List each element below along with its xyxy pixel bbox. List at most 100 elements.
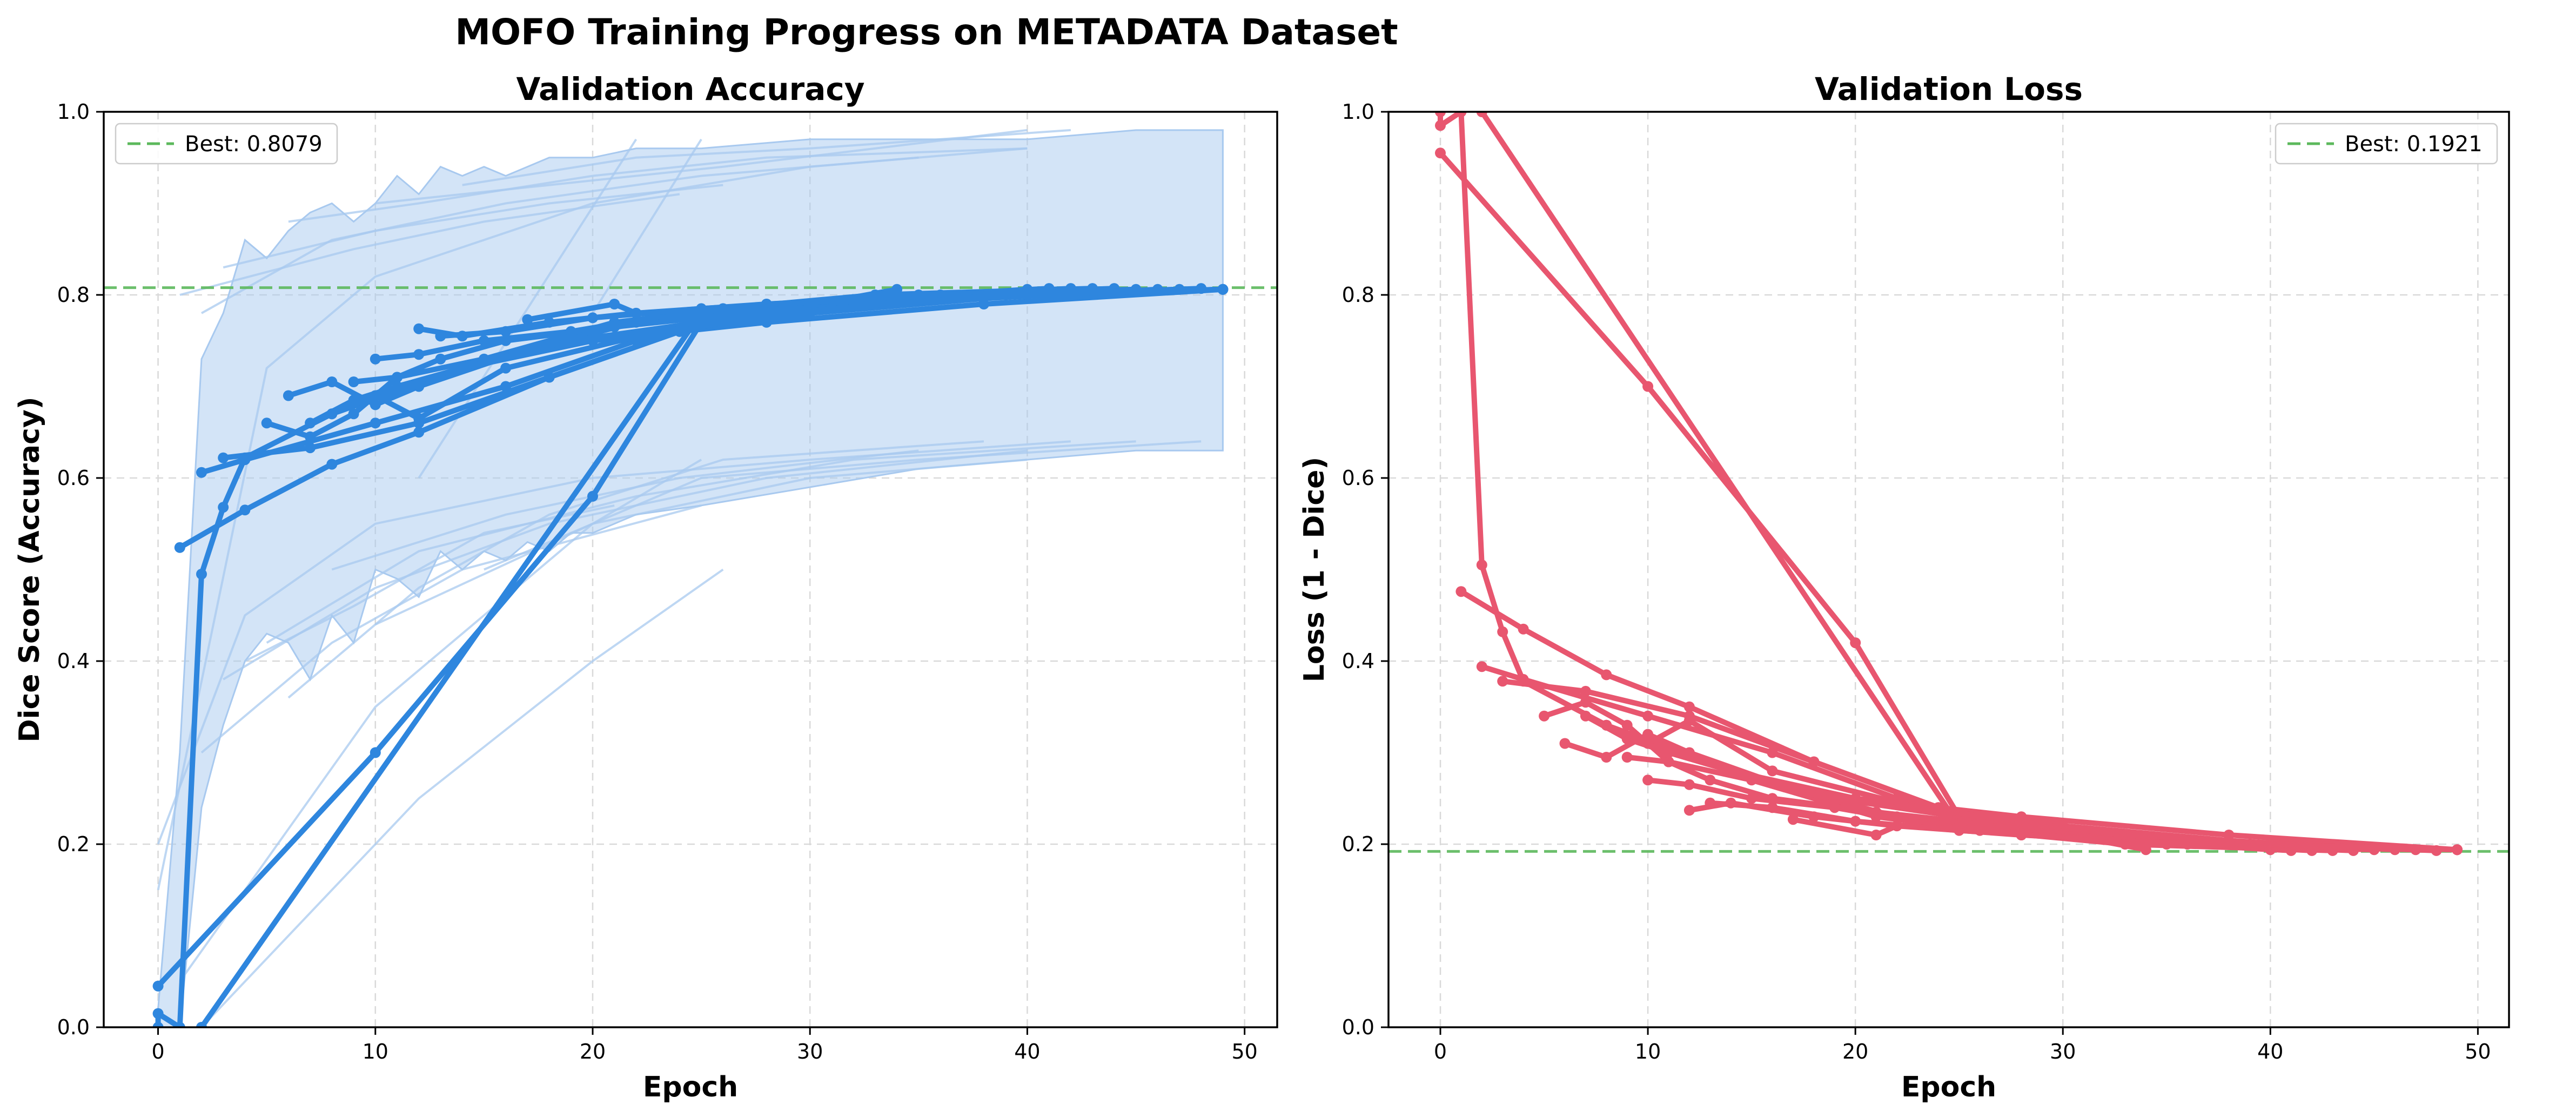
- data-point: [326, 376, 338, 387]
- series-line: [1438, 112, 2460, 853]
- data-point: [1663, 747, 1674, 758]
- legend-box: [2275, 123, 2498, 165]
- data-point: [1767, 802, 1778, 813]
- figure-title: MOFO Training Progress on METADATA Datas…: [455, 11, 1398, 53]
- data-point: [1435, 112, 1446, 117]
- legend: Best: 0.8079: [115, 123, 338, 165]
- data-point: [1746, 793, 1757, 804]
- x-tick-label: 50: [2465, 1040, 2491, 1063]
- data-point: [1435, 120, 1446, 131]
- series-line: [1479, 112, 1962, 829]
- y-axis-title: Dice Score (Accuracy): [14, 396, 46, 742]
- data-point: [435, 353, 446, 365]
- y-axis-title: Loss (1 - Dice): [1298, 457, 1331, 682]
- y-tick-label: 0.4: [57, 649, 90, 673]
- faint-run-line: [200, 568, 724, 1027]
- data-point: [2452, 844, 2463, 856]
- data-point: [218, 502, 229, 513]
- series-line: [329, 286, 1226, 421]
- data-point: [348, 376, 359, 387]
- data-point: [1642, 774, 1654, 786]
- data-point: [1580, 710, 1591, 722]
- faint-run-line: [288, 147, 1028, 223]
- x-tick-label: 20: [580, 1040, 606, 1063]
- y-tick-label: 0.0: [57, 1015, 90, 1039]
- x-tick-label: 30: [2050, 1040, 2076, 1063]
- x-axis-title: Epoch: [1901, 1071, 1996, 1103]
- data-point: [544, 372, 555, 383]
- y-tick-label: 0.4: [1342, 649, 1374, 673]
- data-point: [413, 413, 425, 424]
- data-point: [1808, 756, 1820, 767]
- data-point: [2244, 839, 2255, 850]
- data-point: [326, 459, 338, 470]
- data-point: [1217, 284, 1229, 295]
- y-tick-label: 0.6: [1342, 466, 1374, 490]
- data-point: [239, 504, 251, 516]
- faint-run-line: [179, 193, 680, 296]
- data-point: [1683, 779, 1695, 790]
- accuracy-panel: 0 10 20 30 40 50 0.0 0.2 0.4 0.6 0.8 1.0 Validation …: [14, 71, 1278, 1103]
- panel-title: Validation Accuracy: [516, 71, 864, 107]
- data-point: [1539, 710, 1550, 722]
- data-point: [1850, 637, 1861, 649]
- data-point: [370, 390, 381, 401]
- data-point: [1912, 802, 1923, 813]
- data-point: [478, 335, 489, 346]
- data-point: [1850, 816, 1861, 827]
- data-point: [305, 431, 316, 442]
- data-point: [196, 569, 207, 580]
- data-point: [305, 417, 316, 429]
- series-line: [1604, 718, 2460, 853]
- x-axis-title: Epoch: [643, 1071, 738, 1103]
- data-point: [1000, 289, 1011, 300]
- legend-label: Best: 0.1921: [2345, 132, 2483, 157]
- data-point: [717, 303, 729, 314]
- data-point: [1663, 756, 1674, 767]
- data-point: [435, 331, 446, 342]
- data-point: [1621, 752, 1633, 763]
- faint-run-line: [223, 184, 723, 269]
- x-tick-label: 40: [1014, 1040, 1040, 1063]
- data-point: [609, 299, 620, 309]
- faint-run-line: [201, 156, 919, 314]
- y-tick-label: 0.2: [57, 832, 90, 856]
- data-point: [1518, 623, 1529, 635]
- data-point: [1642, 381, 1654, 392]
- x-tick-label: 20: [1842, 1040, 1868, 1063]
- data-point: [370, 747, 381, 758]
- data-point: [1642, 710, 1654, 722]
- data-point: [1621, 719, 1633, 731]
- axes-frame: [103, 111, 1278, 1028]
- data-point: [1974, 825, 1985, 836]
- x-tick-label: 10: [363, 1040, 388, 1063]
- data-point: [152, 1008, 164, 1019]
- data-point: [152, 1022, 164, 1027]
- data-point: [869, 289, 881, 300]
- x-tick-label: 50: [1231, 1040, 1257, 1063]
- data-point: [2078, 825, 2089, 836]
- data-point: [1954, 820, 1965, 832]
- x-tick-label: 40: [2257, 1040, 2283, 1063]
- series-line: [199, 310, 705, 1027]
- plot-area: [1388, 112, 2509, 856]
- y-tick-label: 0.6: [57, 466, 90, 490]
- data-point: [522, 314, 533, 325]
- data-point: [152, 980, 164, 992]
- axes-frame: [1387, 111, 2510, 1028]
- data-point: [587, 490, 598, 502]
- data-point: [370, 353, 381, 365]
- x-tick-label: 10: [1635, 1040, 1661, 1063]
- data-point: [1476, 661, 1487, 672]
- loss-panel: 0 10 20 30 40 50 0.0 0.2 0.4 0.6 0.8 1.0 Validation …: [1298, 71, 2510, 1103]
- data-point: [1601, 752, 1612, 763]
- data-point: [1870, 830, 1882, 840]
- data-point: [1497, 626, 1508, 637]
- data-point: [413, 323, 425, 334]
- data-point: [392, 372, 403, 383]
- data-point: [826, 303, 837, 314]
- data-point: [1787, 814, 1799, 825]
- data-point: [1601, 669, 1612, 681]
- faint-run-line: [244, 504, 615, 662]
- faint-run-line: [157, 440, 1071, 845]
